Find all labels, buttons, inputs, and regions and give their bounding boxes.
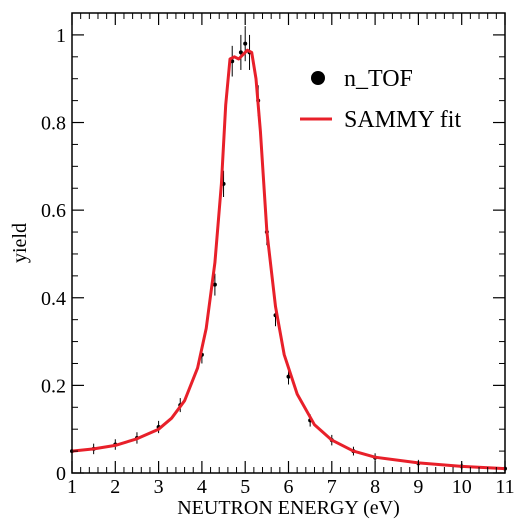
y-tick-label: 0 xyxy=(56,463,66,485)
fit-line xyxy=(71,48,506,471)
y-tick-label: 0.2 xyxy=(41,375,66,397)
data-point xyxy=(238,50,243,55)
x-axis: 1 2 3 4 5 6 7 8 9 10 11 xyxy=(67,13,515,498)
data-points xyxy=(70,41,507,471)
x-tick-label: 8 xyxy=(370,476,380,498)
y-tick-label: 0.8 xyxy=(41,113,66,135)
x-tick-label: 1 xyxy=(67,476,77,498)
x-tick-label: 11 xyxy=(495,476,514,498)
y-axis: 0 0.2 0.4 0.6 0.8 1 xyxy=(41,25,505,485)
x-tick-label: 3 xyxy=(154,476,164,498)
data-point xyxy=(286,374,291,379)
plot-frame xyxy=(71,12,506,474)
x-tick-label: 7 xyxy=(327,476,337,498)
legend-marker-n-tof xyxy=(311,71,325,85)
fit-line-layer xyxy=(71,48,506,471)
x-tick-label: 10 xyxy=(452,476,472,498)
x-tick-label: 5 xyxy=(240,476,250,498)
error-bars xyxy=(71,26,506,473)
x-tick-label: 6 xyxy=(284,476,294,498)
x-tick-label: 2 xyxy=(110,476,120,498)
y-tick-label: 0.4 xyxy=(41,288,66,310)
legend: n_TOF SAMMY fit xyxy=(300,66,461,133)
y-tick-label: 0.6 xyxy=(41,200,66,222)
data-point xyxy=(243,41,248,46)
legend-label-sammy-fit: SAMMY fit xyxy=(344,107,461,133)
legend-label-n-tof: n_TOF xyxy=(344,66,413,92)
x-axis-title: NEUTRON ENERGY (eV) xyxy=(177,497,400,519)
x-tick-label: 9 xyxy=(413,476,423,498)
x-tick-label: 4 xyxy=(197,476,207,498)
data-point xyxy=(212,282,217,287)
y-axis-title: yield xyxy=(9,223,31,263)
y-tick-label: 1 xyxy=(56,25,66,47)
